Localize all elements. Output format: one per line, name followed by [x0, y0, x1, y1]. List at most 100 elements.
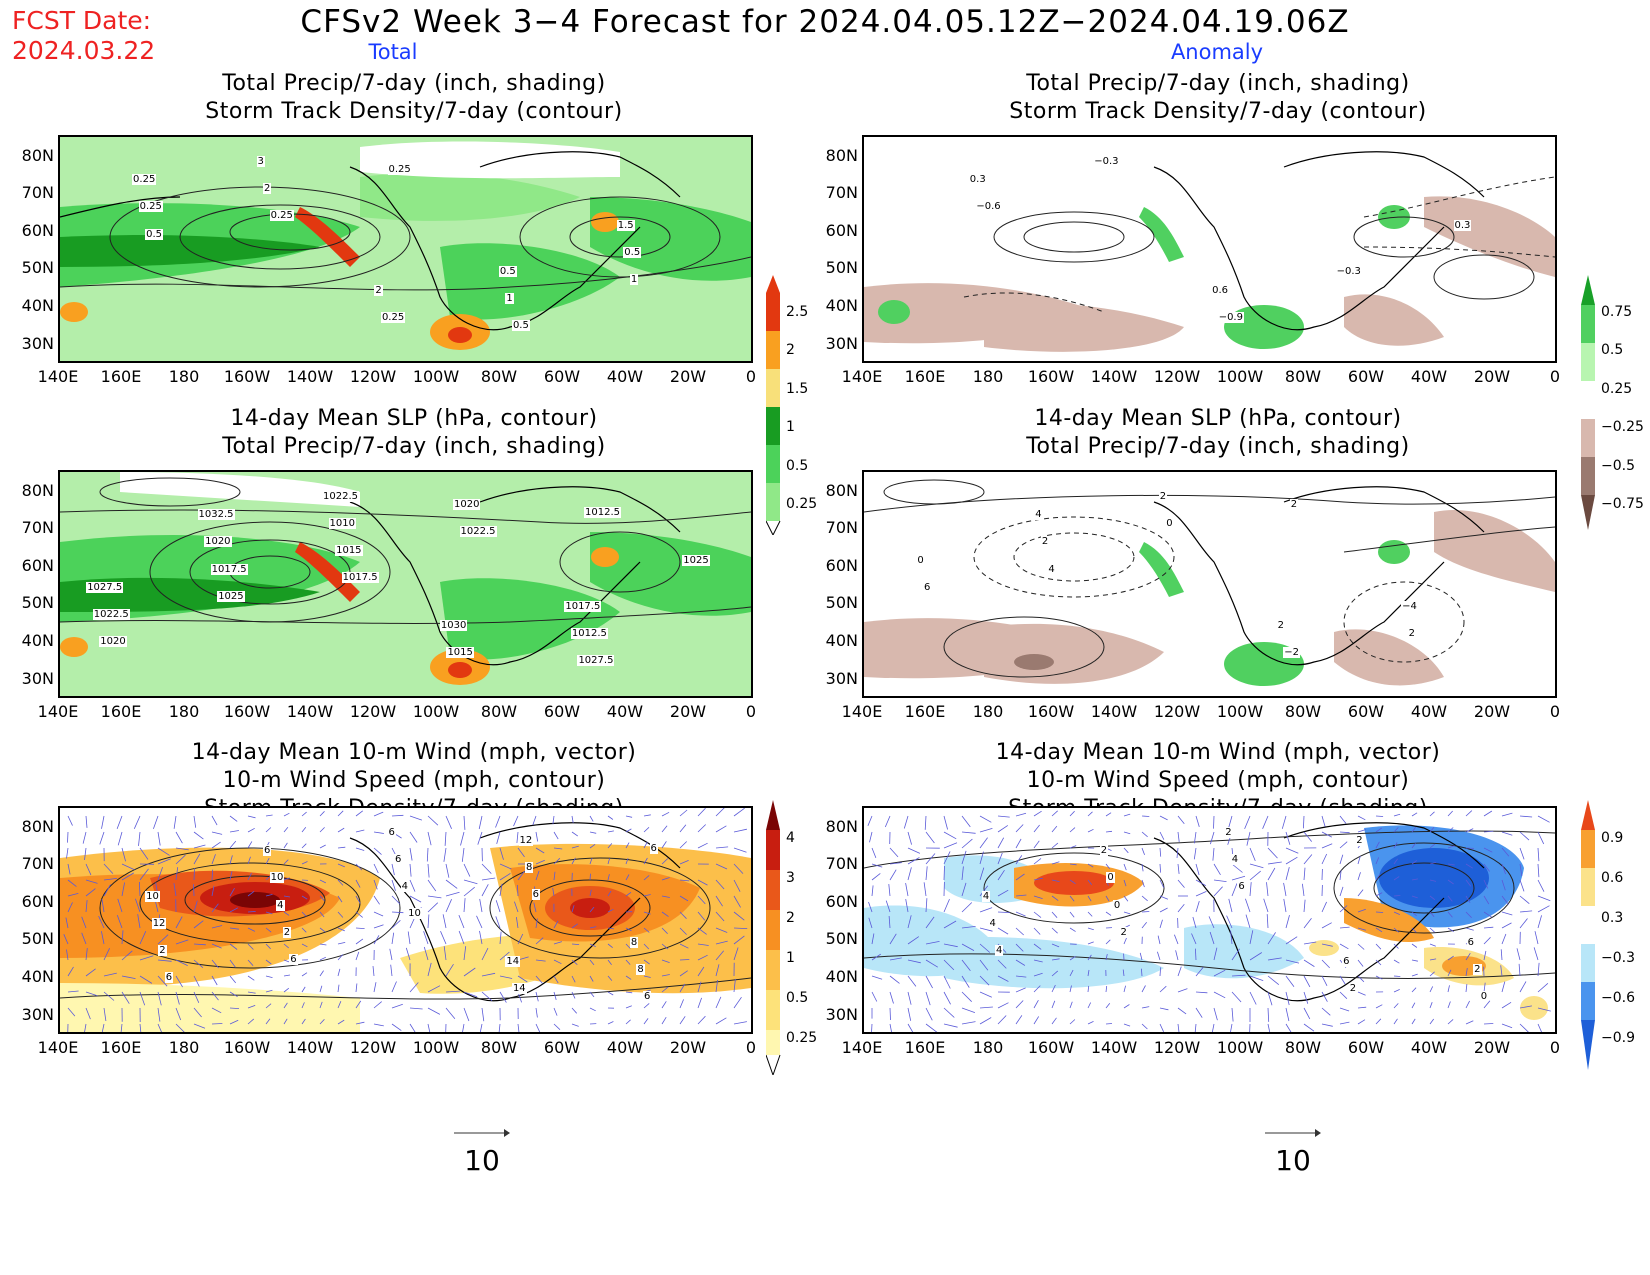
- longitude-label: 20W: [669, 702, 707, 721]
- wind-vector: [391, 932, 395, 945]
- wind-vector: [997, 852, 1003, 865]
- wind-vector: [1321, 975, 1328, 986]
- contour-label: 3: [256, 155, 265, 167]
- wind-vector: [1411, 812, 1418, 817]
- contour-label: 2: [1099, 845, 1109, 857]
- wind-vector: [175, 847, 189, 851]
- wind-vector: [391, 1003, 403, 1009]
- wind-vector: [961, 991, 972, 1002]
- wind-vector: [871, 1023, 873, 1032]
- wind-vector: [319, 895, 325, 901]
- wind-vector: [301, 1002, 305, 1009]
- wind-vector: [1123, 937, 1127, 945]
- wind-vector: [1193, 847, 1197, 860]
- wind-vector: [1447, 895, 1453, 902]
- wind-vector: [138, 831, 141, 846]
- wind-vector: [1195, 900, 1200, 913]
- wind-vector: [1141, 968, 1143, 977]
- wind-vector: [535, 937, 544, 945]
- wind-vector: [979, 907, 993, 913]
- wind-vector: [121, 872, 135, 881]
- wind-vector: [121, 847, 126, 862]
- wind-vector: [1123, 985, 1126, 993]
- wind-vector: [319, 970, 324, 977]
- wind-vector: [1175, 950, 1179, 961]
- wind-vector: [139, 1023, 142, 1032]
- wind-vector: [1483, 810, 1493, 817]
- wind-vector: [1033, 895, 1043, 899]
- longitude-label: 160E: [904, 1038, 946, 1057]
- wind-vector: [1375, 975, 1383, 980]
- wind-vector: [103, 948, 110, 961]
- wind-vector: [1195, 966, 1204, 977]
- contour-label: 6: [394, 853, 403, 865]
- wind-vector: [979, 927, 993, 932]
- wind-vector: [211, 903, 219, 913]
- wind-vector: [319, 827, 325, 833]
- wind-vector: [1033, 858, 1042, 865]
- contour-label: 1025: [217, 590, 245, 602]
- contour-label: 0.5: [623, 247, 642, 259]
- wind-vector: [99, 831, 105, 845]
- wind-vector: [1285, 847, 1299, 854]
- wind-vector: [103, 972, 117, 977]
- wind-vector: [373, 924, 384, 929]
- wind-vector: [265, 927, 272, 933]
- column-title-anomaly: Anomaly: [1170, 40, 1264, 64]
- wind-vector: [283, 877, 290, 881]
- wind-vector: [1465, 1000, 1470, 1009]
- wind-vector: [643, 975, 651, 978]
- wind-vector: [1123, 911, 1131, 915]
- wind-vector: [265, 814, 273, 817]
- wind-vector: [1069, 969, 1074, 977]
- wind-vector: [283, 959, 290, 963]
- wind-vector: [1069, 810, 1075, 817]
- wind-vector: [661, 841, 667, 849]
- wind-vector: [1177, 966, 1182, 977]
- wind-vector: [423, 931, 429, 945]
- contour-label: 6: [642, 991, 652, 1003]
- contour-label: 1017.5: [564, 600, 602, 612]
- longitude-label: 20W: [1473, 367, 1511, 386]
- wind-vector: [1141, 1023, 1148, 1030]
- latitude-label: 40N: [21, 296, 54, 315]
- longitude-label: 0: [1549, 367, 1561, 386]
- wind-vector: [1228, 898, 1233, 913]
- wind-vector: [407, 931, 411, 945]
- wind-vector: [1501, 895, 1509, 905]
- wind-vector: [479, 898, 483, 913]
- wind-vector: [961, 1021, 976, 1025]
- latitude-label: 40N: [21, 967, 54, 986]
- wind-vector: [979, 943, 991, 953]
- wind-vector: [1501, 933, 1507, 945]
- vector-reference-value: 10: [1275, 1144, 1311, 1177]
- wind-vector: [979, 959, 989, 971]
- wind-vector: [1051, 842, 1059, 849]
- wind-vector: [1087, 879, 1093, 886]
- wind-vector: [607, 890, 612, 897]
- longitude-label: 80W: [480, 367, 518, 386]
- contour-label: 2: [1355, 835, 1364, 847]
- longitude-label: 180: [168, 367, 200, 386]
- wind-vector: [961, 831, 976, 834]
- wind-vector: [355, 829, 365, 833]
- colorbar-swatches: [1581, 800, 1595, 1070]
- wind-vector: [1159, 907, 1168, 913]
- longitude-label: 100W: [1216, 702, 1264, 721]
- wind-vector: [1393, 842, 1398, 849]
- wind-vector: [1447, 810, 1453, 817]
- wind-vector: [1105, 812, 1112, 817]
- wind-vector: [193, 884, 195, 897]
- contour-label: 6: [922, 582, 932, 594]
- wind-vector: [1245, 898, 1251, 913]
- wind-vector: [733, 947, 739, 961]
- wind-vector: [1393, 975, 1401, 977]
- wind-vector: [513, 815, 519, 827]
- wind-vector: [319, 1019, 325, 1025]
- wind-vector: [463, 886, 475, 897]
- wind-vector: [925, 898, 928, 913]
- wind-vector: [1501, 863, 1506, 875]
- wind-vector: [905, 899, 909, 913]
- contour-label: 2: [1040, 536, 1050, 548]
- latitude-label: 60N: [21, 891, 54, 911]
